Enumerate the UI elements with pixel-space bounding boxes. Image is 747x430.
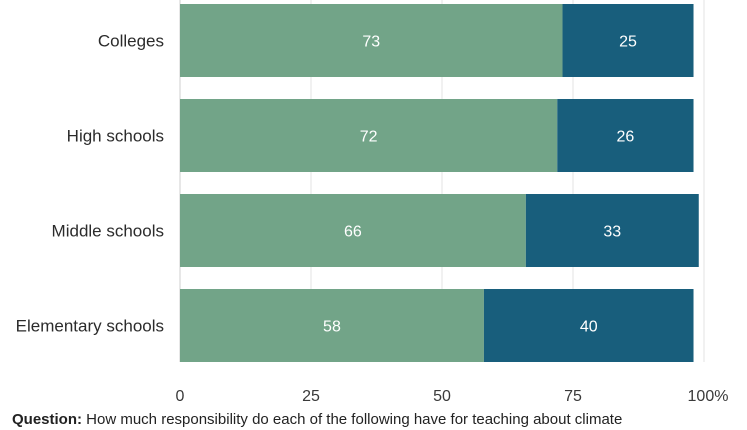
question-caption: Question: How much responsibility do eac… — [12, 410, 742, 430]
bar-segment-1-1 — [557, 99, 694, 172]
question-text: How much responsibility do each of the f… — [86, 411, 623, 428]
data-label: 72 — [360, 129, 378, 146]
data-label: 58 — [323, 319, 341, 336]
category-label: Colleges — [98, 32, 164, 51]
category-label: Elementary schools — [16, 317, 164, 336]
bar-segment-2-1 — [525, 194, 699, 267]
bar-segment-0-1 — [562, 4, 694, 77]
question-label: Question: — [12, 411, 82, 428]
category-label: Middle schools — [52, 222, 164, 241]
bar-segment-3-1 — [483, 289, 694, 362]
data-label: 66 — [344, 224, 362, 241]
bar-segment-0-0 — [180, 4, 563, 77]
x-tick-label: 100% — [688, 388, 729, 405]
category-labels: Colleges High schools Middle schools Elemen… — [16, 32, 164, 336]
category-label: High schools — [67, 127, 164, 146]
data-label: 25 — [619, 34, 637, 51]
data-label: 40 — [580, 319, 598, 336]
data-label: 73 — [362, 34, 380, 51]
bars: 73 25 72 26 66 33 58 40 — [180, 4, 699, 362]
data-label: 33 — [603, 224, 621, 241]
x-axis-tick-labels: 0 25 50 75 100% — [176, 388, 729, 405]
x-tick-label: 25 — [302, 388, 320, 405]
x-tick-label: 75 — [564, 388, 582, 405]
x-tick-label: 50 — [433, 388, 451, 405]
bar-segment-3-0 — [180, 289, 484, 362]
bar-segment-1-0 — [180, 99, 558, 172]
bar-segment-2-0 — [180, 194, 526, 267]
x-tick-label: 0 — [176, 388, 185, 405]
data-label: 26 — [617, 129, 635, 146]
